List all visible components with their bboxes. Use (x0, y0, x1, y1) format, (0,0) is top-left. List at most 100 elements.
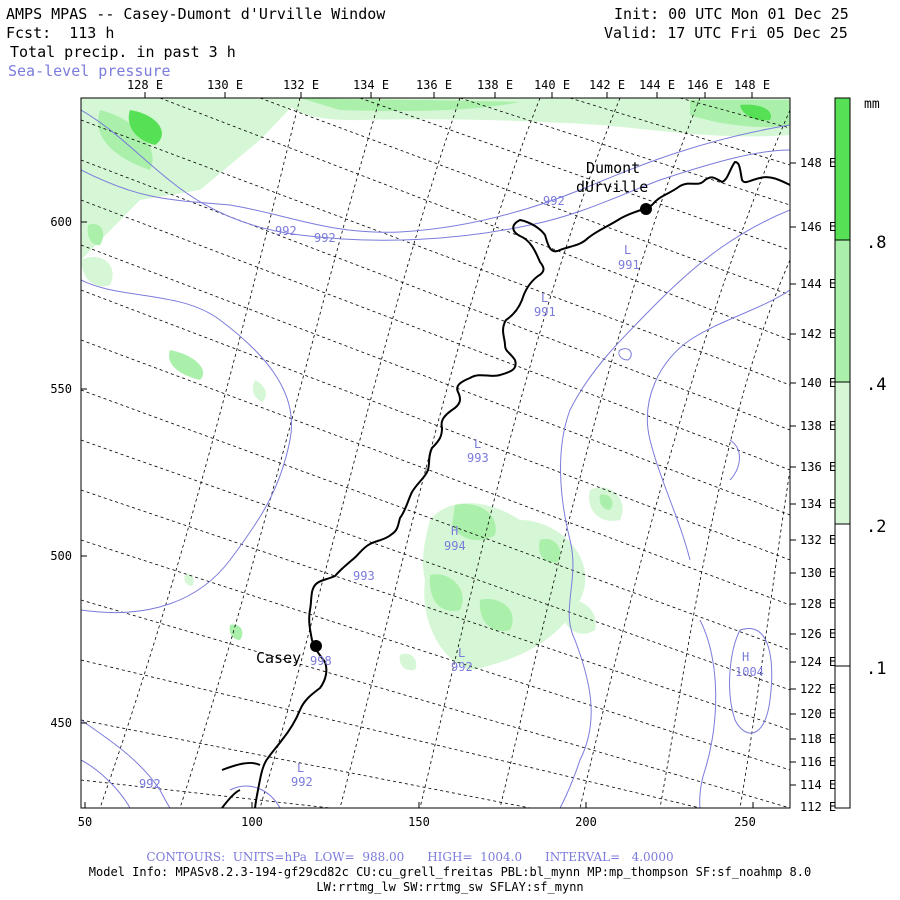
pressure-center: L (458, 646, 465, 660)
meridian (459, 98, 790, 206)
overlay-name: Sea-level pressure (8, 62, 171, 80)
lon-label: 134 E (353, 78, 389, 92)
precip-area (87, 223, 104, 246)
lon-label: 126 E (800, 627, 836, 641)
colorbar-swatch-04 (835, 240, 850, 382)
lon-label: 148 E (800, 156, 836, 170)
pressure-center: L (541, 291, 548, 305)
colorbar-swatch-08 (835, 98, 850, 240)
precip-area (252, 380, 266, 402)
lon-label: 138 E (800, 419, 836, 433)
parallel (659, 259, 790, 808)
colorbar-label: .4 (866, 375, 886, 395)
meridian (81, 719, 531, 808)
lon-label: 136 E (416, 78, 452, 92)
precip-area (479, 599, 513, 631)
pressure-center: L (474, 437, 481, 451)
station-label-casey: Casey (256, 649, 301, 667)
x-tick-label: 50 (78, 815, 92, 829)
station-label-dumont: dUrville (576, 178, 648, 196)
parallel (179, 98, 381, 808)
colorbar-unit: mm (864, 97, 880, 112)
coastline-path (221, 761, 261, 771)
lon-label: 134 E (800, 497, 836, 511)
model-info-physics: LW:rrtmg_lw SW:rrtmg_sw SFLAY:sf_mynn (316, 880, 584, 894)
meridian (569, 98, 790, 166)
meridian (81, 159, 790, 431)
meridian (81, 119, 790, 386)
pressure-contour (699, 619, 717, 808)
colorbar-label: .2 (866, 517, 886, 537)
meridian (81, 289, 790, 561)
colorbar: mm .8 .4 .2 .1 (834, 97, 886, 809)
left-axis: 600 550 500 450 (50, 215, 72, 730)
model-info: Model Info: MPASv8.2.3-194-gf29cd82c CU:… (88, 865, 812, 879)
precip-area (740, 104, 771, 121)
pressure-contour (81, 109, 790, 241)
meridian (81, 199, 790, 471)
pressure-label: 992 (314, 231, 336, 245)
pressure-contour (81, 124, 790, 233)
lon-label: 140 E (800, 376, 836, 390)
pressure-contour (729, 627, 773, 734)
precip-area (539, 539, 561, 563)
pressure-center: H (742, 650, 749, 664)
meridian (81, 244, 790, 516)
right-axis: 148 E 146 E 144 E 142 E 140 E 138 E 136 … (800, 156, 836, 814)
precip-area (98, 110, 153, 170)
map-title: AMPS MPAS -- Casey-Dumont d'Urville Wind… (6, 5, 386, 23)
precip-area (429, 574, 463, 611)
field-name: Total precip. in past 3 h (10, 43, 236, 61)
y-tick-label: 550 (50, 382, 72, 396)
pressure-contour (646, 289, 790, 561)
colorbar-frame (834, 97, 851, 809)
colorbar-label: .1 (866, 659, 886, 679)
lon-label: 128 E (800, 597, 836, 611)
x-tick-label: 150 (408, 815, 430, 829)
x-tick-label: 100 (241, 815, 263, 829)
forecast-hour: Fcst: 113 h (6, 24, 115, 42)
x-tick-label: 250 (734, 815, 756, 829)
lon-label: 136 E (800, 460, 836, 474)
parallel (259, 98, 461, 808)
y-tick-label: 600 (50, 215, 72, 229)
pressure-label: 992 (451, 660, 473, 674)
pressure-contour (81, 759, 131, 808)
pressure-label: 992 (291, 775, 313, 789)
right-ticks (790, 162, 796, 786)
pressure-label: 998 (310, 654, 332, 668)
pressure-contour (81, 719, 171, 808)
meridian (81, 339, 790, 606)
pressure-contours (81, 109, 790, 808)
colorbar-swatch-00 (835, 666, 850, 808)
lon-label: 112 E (800, 800, 836, 814)
parallel (499, 98, 701, 808)
lon-label: 140 E (534, 78, 570, 92)
lon-label: 130 E (800, 566, 836, 580)
precip-area (81, 256, 113, 287)
pressure-contour (729, 439, 740, 481)
top-ticks (144, 92, 753, 98)
y-tick-label: 450 (50, 716, 72, 730)
pressure-center: L (297, 761, 304, 775)
precip-area (560, 599, 596, 634)
coastline-path (254, 160, 790, 808)
station-markers: Dumont dUrville Casey (256, 159, 652, 667)
lon-label: 118 E (800, 732, 836, 746)
precip-area (300, 98, 520, 112)
pressure-contour (618, 348, 632, 361)
init-time: Init: 00 UTC Mon 01 Dec 25 (614, 5, 849, 23)
lon-label: 142 E (800, 327, 836, 341)
bottom-ticks (84, 802, 754, 808)
parallel (579, 109, 790, 808)
precip-area (169, 350, 204, 380)
precip-area (399, 653, 417, 671)
lon-label: 116 E (800, 755, 836, 769)
left-ticks (81, 221, 87, 724)
pressure-label: 992 (543, 194, 565, 208)
lon-label: 144 E (639, 78, 675, 92)
meridian (81, 489, 790, 731)
precip-area (229, 624, 243, 640)
lon-label: 130 E (207, 78, 243, 92)
